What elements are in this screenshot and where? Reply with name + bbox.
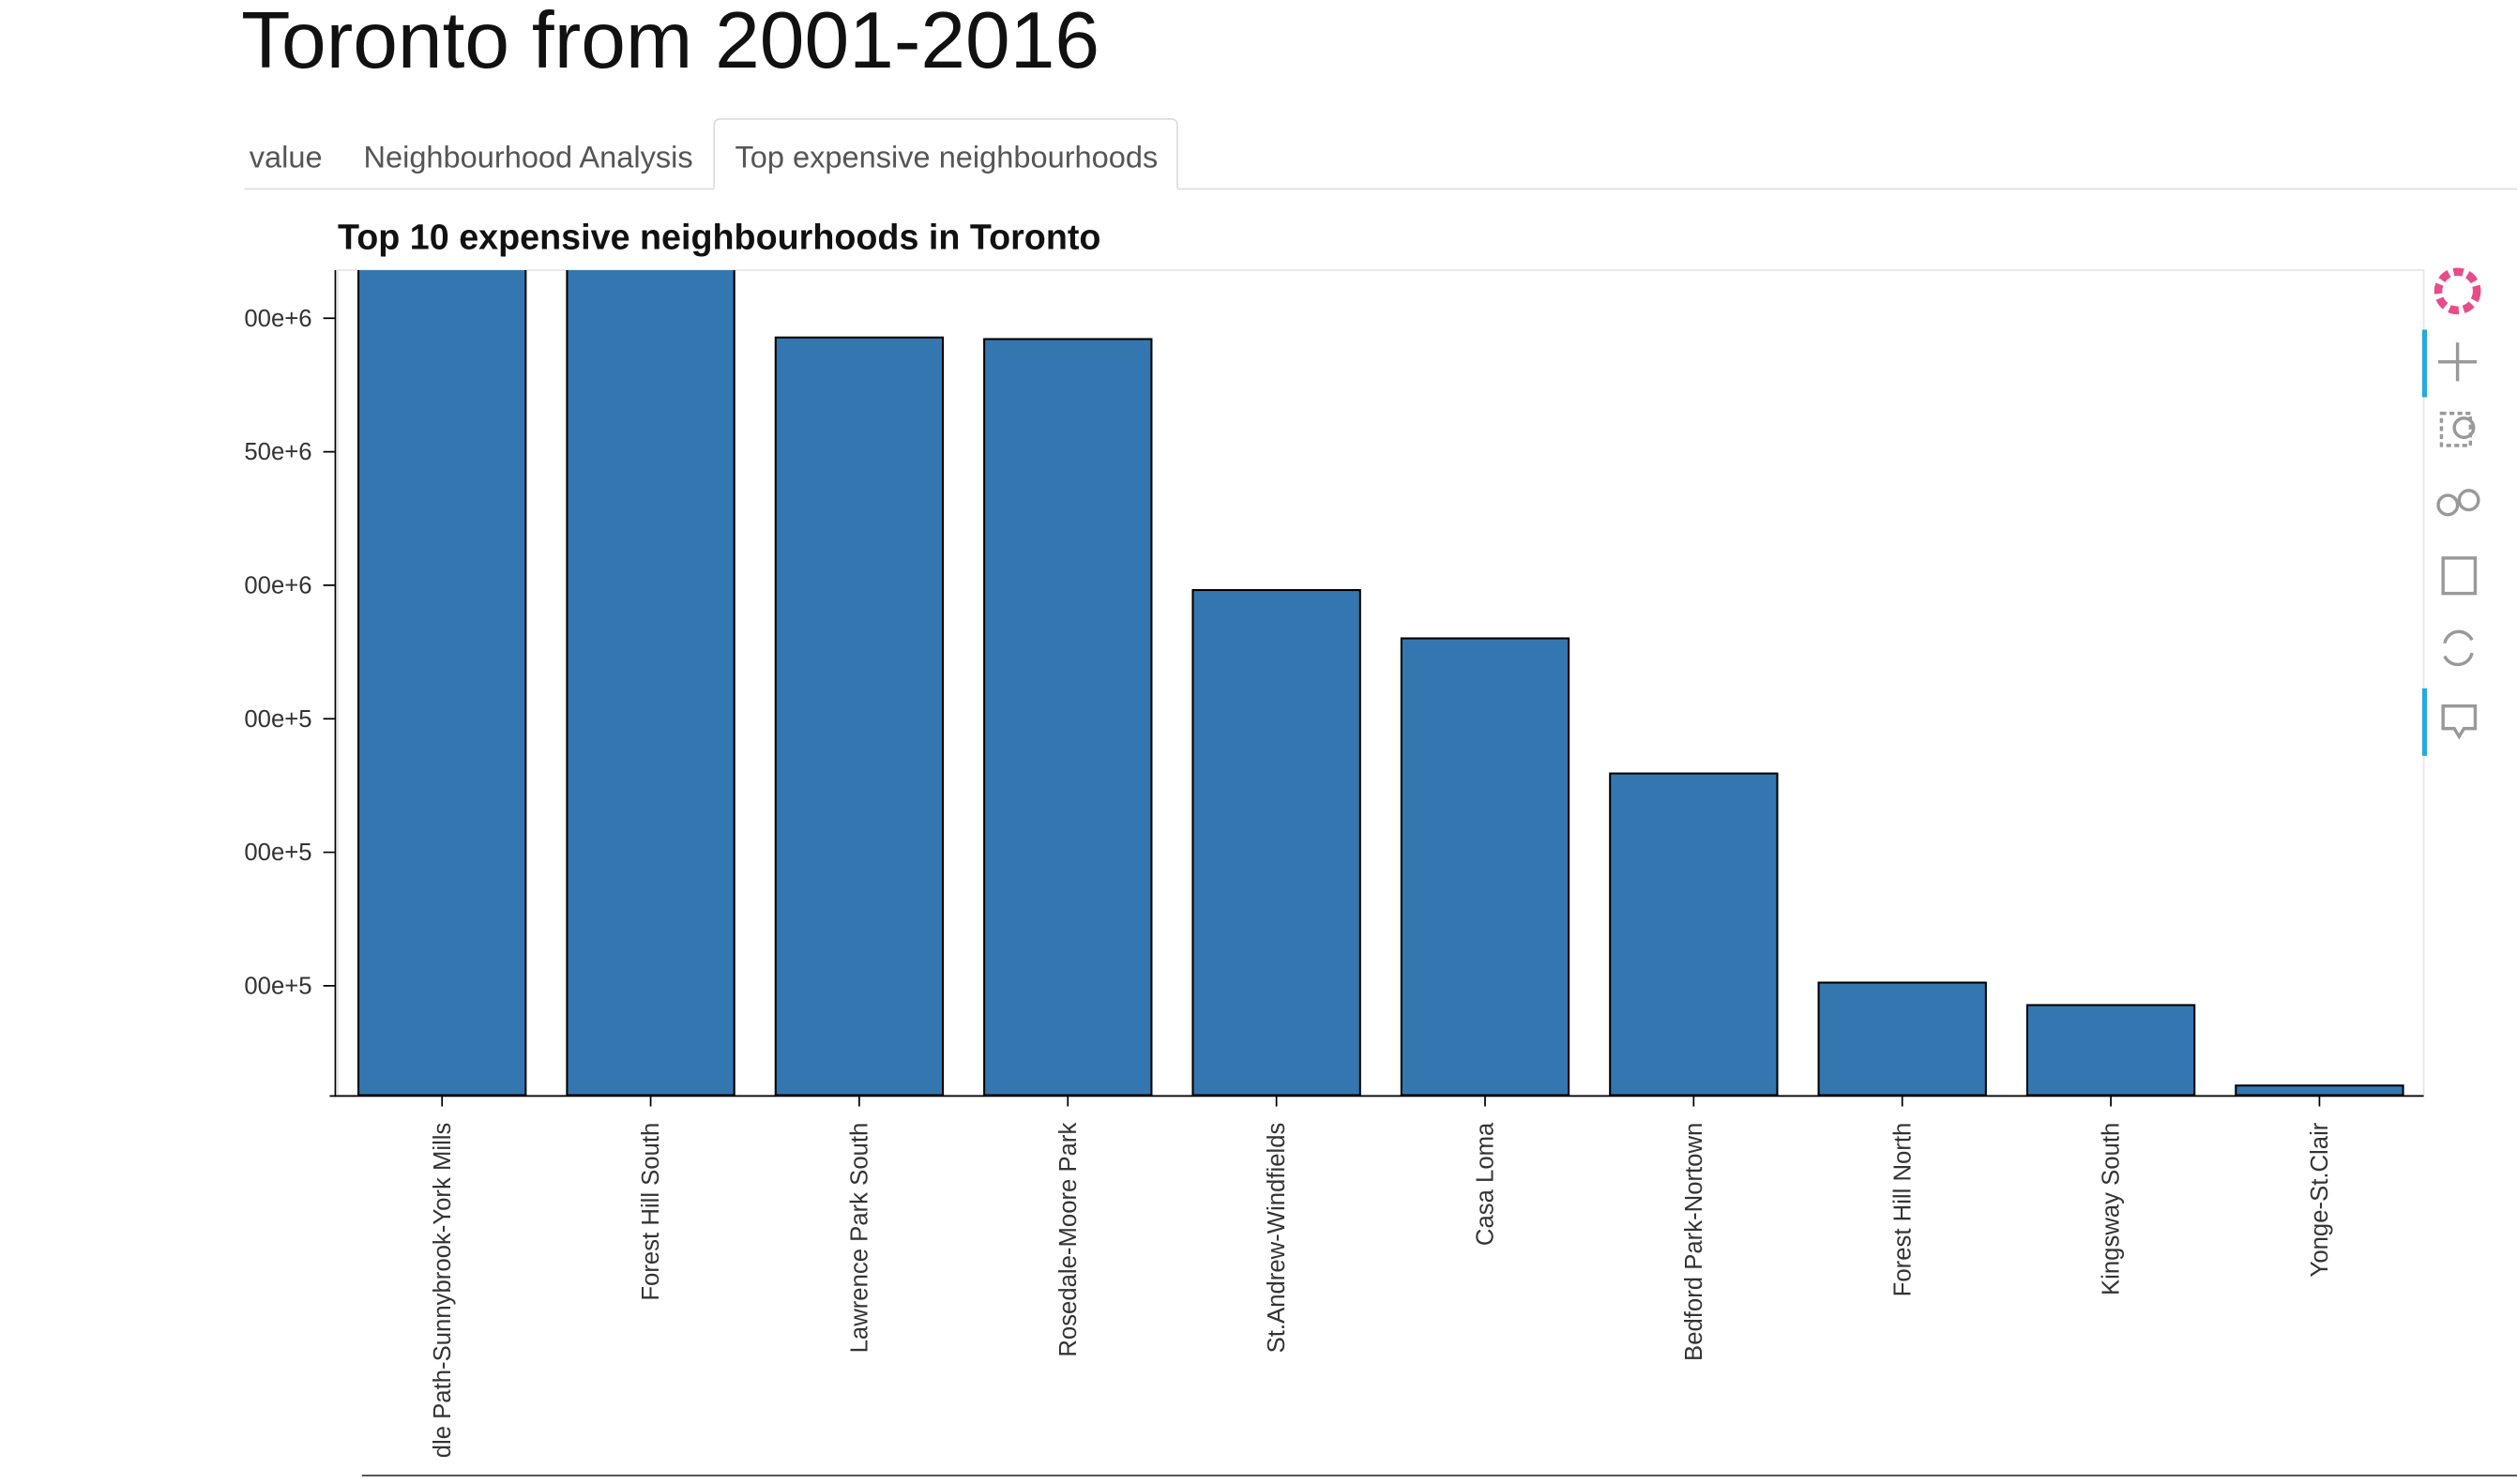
x-tick-label: Casa Loma	[1473, 1122, 1499, 1246]
x-tick-label: St.Andrew-Windfields	[1264, 1123, 1290, 1354]
toolbar	[2421, 267, 2481, 756]
page-title: Toronto from 2001-2016	[241, 0, 1099, 85]
chart: Top 10 expensive neighbourhoods in Toron…	[244, 218, 2424, 1459]
toolbar-active	[2421, 329, 2428, 398]
x-tick-label: dle Path-Sunnybrook-York Mills	[430, 1123, 456, 1459]
x-tick-label: Lawrence Park South	[846, 1123, 872, 1354]
save-icon[interactable]	[2441, 556, 2478, 596]
y-tick-label: 00e+6	[244, 572, 311, 598]
bar	[1400, 637, 1570, 1096]
wheel-zoom-icon[interactable]	[2436, 493, 2460, 517]
y-tick-label: 00e+5	[244, 706, 311, 733]
bar	[2235, 1084, 2404, 1096]
tab[interactable]: value	[250, 140, 323, 174]
x-tick-label: Kingsway South	[2099, 1123, 2125, 1295]
x-tick-label: Forest Hill North	[1889, 1123, 1916, 1297]
tab[interactable]: Neighbourhood Analysis	[363, 140, 692, 174]
reset-icon[interactable]	[2443, 629, 2474, 667]
y-tick-label: 00e+6	[244, 306, 311, 332]
bar	[1191, 589, 1361, 1096]
x-tick-label: Forest Hill South	[638, 1123, 664, 1301]
bar	[2025, 1004, 2196, 1096]
x-tick-label: Yonge-St.Clair	[2307, 1122, 2333, 1277]
pan-icon[interactable]	[2438, 342, 2478, 382]
bokeh-logo[interactable]	[2434, 267, 2481, 315]
box-zoom-icon[interactable]	[2439, 411, 2473, 447]
bar	[1609, 772, 1779, 1096]
tab-active[interactable]: Top expensive neighbourhoods	[735, 140, 1158, 174]
bar	[1817, 981, 1987, 1096]
x-tick-label: Rosedale-Moore Park	[1055, 1123, 1082, 1357]
box-zoom-lens	[2452, 416, 2476, 440]
bars	[357, 270, 2404, 1096]
y-tick-label: 50e+6	[244, 439, 311, 465]
bar	[566, 270, 735, 1096]
y-tick-label: 00e+5	[244, 840, 311, 866]
bar	[983, 338, 1153, 1096]
chart-title: Top 10 expensive neighbourhoods in Toron…	[338, 218, 1100, 257]
bar	[357, 270, 527, 1096]
bar	[774, 336, 945, 1096]
x-tick-label: Bedford Park-Nortown	[1681, 1123, 1707, 1361]
hover-icon[interactable]	[2441, 704, 2478, 740]
toolbar-active	[2421, 688, 2428, 756]
active-tab-border	[713, 118, 1178, 189]
y-tick-label: 00e+5	[244, 973, 311, 999]
wheel-zoom-lens	[2457, 489, 2480, 512]
